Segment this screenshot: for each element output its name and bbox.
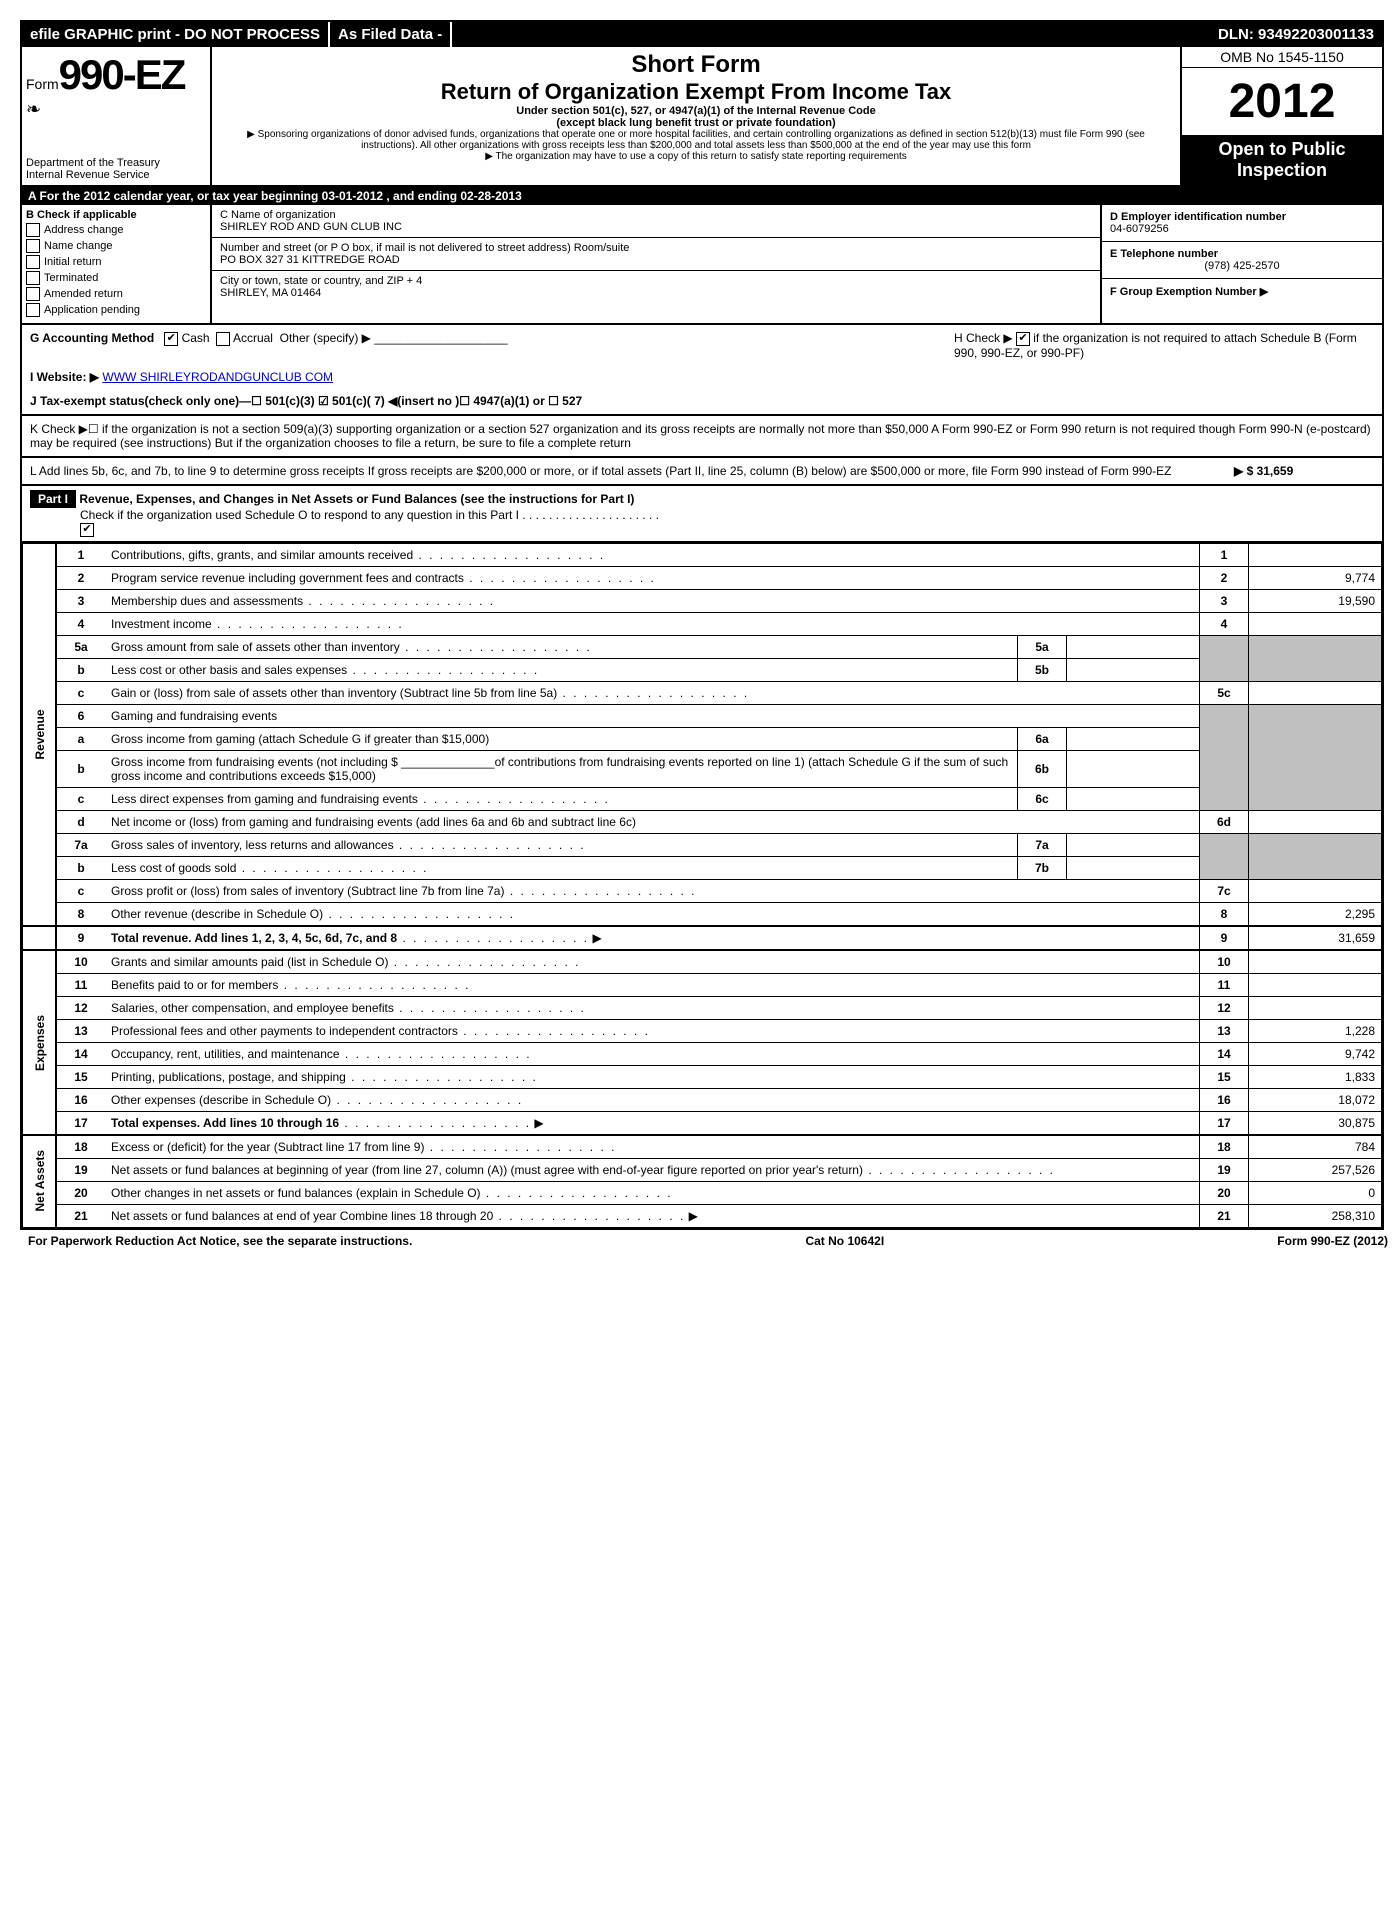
- dln: DLN: 93492203001133: [1210, 22, 1382, 47]
- g-label: G Accounting Method: [30, 331, 154, 345]
- ghij-block: G Accounting Method Cash Accrual Other (…: [22, 325, 1382, 416]
- section-b: B Check if applicable Address change Nam…: [22, 205, 1382, 325]
- city-label: City or town, state or country, and ZIP …: [220, 275, 1092, 287]
- col-def: D Employer identification number 04-6079…: [1102, 205, 1382, 323]
- header-left: Form990-EZ ❧ Department of the Treasury …: [22, 47, 212, 185]
- part1-label: Part I: [30, 490, 76, 508]
- form-page: efile GRAPHIC print - DO NOT PROCESS As …: [20, 20, 1384, 1230]
- header-note2: ▶ The organization may have to use a cop…: [220, 151, 1172, 162]
- cb-accrual[interactable]: [216, 332, 230, 346]
- cb-name-change[interactable]: [26, 239, 40, 253]
- j-line: J Tax-exempt status(check only one)—☐ 50…: [30, 394, 582, 408]
- cb-h[interactable]: [1016, 332, 1030, 346]
- h-text2: if the organization is not required to a…: [954, 331, 1357, 360]
- form-prefix: Form: [26, 76, 59, 92]
- open-public-2: Inspection: [1186, 160, 1378, 181]
- city: SHIRLEY, MA 01464: [220, 287, 1092, 299]
- revenue-label: Revenue: [23, 543, 57, 926]
- part1-check: Check if the organization used Schedule …: [80, 508, 659, 522]
- header-center: Short Form Return of Organization Exempt…: [212, 47, 1180, 185]
- netassets-label: Net Assets: [23, 1135, 57, 1228]
- open-public-1: Open to Public: [1186, 139, 1378, 160]
- omb-number: OMB No 1545-1150: [1182, 47, 1382, 68]
- cb-terminated[interactable]: [26, 271, 40, 285]
- asfiled-label: As Filed Data -: [330, 22, 452, 47]
- h-text1: H Check ▶: [954, 331, 1013, 345]
- expenses-label: Expenses: [23, 950, 57, 1135]
- header: Form990-EZ ❧ Department of the Treasury …: [22, 47, 1382, 187]
- cb-part1[interactable]: [80, 523, 94, 537]
- form-number: 990-EZ: [59, 51, 185, 98]
- cb-cash[interactable]: [164, 332, 178, 346]
- tax-year: 2012: [1182, 68, 1382, 135]
- short-form: Short Form: [220, 51, 1172, 79]
- cb-app-pending[interactable]: [26, 303, 40, 317]
- footer: For Paperwork Reduction Act Notice, see …: [20, 1230, 1396, 1252]
- line-a: A For the 2012 calendar year, or tax yea…: [22, 187, 1382, 205]
- header-note1: ▶ Sponsoring organizations of donor advi…: [220, 129, 1172, 151]
- c-label: C Name of organization: [220, 209, 1092, 221]
- d-label: D Employer identification number: [1110, 211, 1286, 223]
- footer-right: Form 990-EZ (2012): [1277, 1234, 1388, 1248]
- footer-mid: Cat No 10642I: [805, 1234, 884, 1248]
- irs: Internal Revenue Service: [26, 169, 160, 181]
- ein: 04-6079256: [1110, 223, 1374, 235]
- org-name: SHIRLEY ROD AND GUN CLUB INC: [220, 221, 1092, 233]
- e-label: E Telephone number: [1110, 248, 1218, 260]
- phone: (978) 425-2570: [1110, 260, 1374, 272]
- addr-label: Number and street (or P O box, if mail i…: [220, 242, 1092, 254]
- l-text: L Add lines 5b, 6c, and 7b, to line 9 to…: [30, 464, 1234, 478]
- cb-initial-return[interactable]: [26, 255, 40, 269]
- col-c: C Name of organization SHIRLEY ROD AND G…: [212, 205, 1102, 323]
- part1-header: Part I Revenue, Expenses, and Changes in…: [22, 486, 1382, 543]
- dept-treasury: Department of the Treasury: [26, 157, 160, 169]
- part1-title: Revenue, Expenses, and Changes in Net As…: [79, 492, 634, 506]
- subtitle2: (except black lung benefit trust or priv…: [556, 117, 835, 129]
- efile-notice: efile GRAPHIC print - DO NOT PROCESS: [22, 22, 330, 47]
- l-amount: ▶ $ 31,659: [1234, 464, 1374, 478]
- website-link[interactable]: WWW SHIRLEYRODANDGUNCLUB COM: [102, 370, 333, 384]
- footer-left: For Paperwork Reduction Act Notice, see …: [28, 1234, 412, 1248]
- subtitle1: Under section 501(c), 527, or 4947(a)(1)…: [516, 105, 875, 117]
- l-block: L Add lines 5b, 6c, and 7b, to line 9 to…: [22, 458, 1382, 486]
- top-bar: efile GRAPHIC print - DO NOT PROCESS As …: [22, 22, 1382, 47]
- header-right: OMB No 1545-1150 2012 Open to Public Ins…: [1180, 47, 1382, 185]
- lines-table: Revenue 1 Contributions, gifts, grants, …: [22, 543, 1382, 1228]
- i-label: I Website: ▶: [30, 370, 99, 384]
- addr: PO BOX 327 31 KITTREDGE ROAD: [220, 254, 1092, 266]
- f-label: F Group Exemption Number ▶: [1110, 286, 1268, 298]
- col-b: B Check if applicable Address change Nam…: [22, 205, 212, 323]
- k-block: K Check ▶☐ if the organization is not a …: [22, 416, 1382, 458]
- cb-address-change[interactable]: [26, 223, 40, 237]
- cb-amended[interactable]: [26, 287, 40, 301]
- b-header: B Check if applicable: [26, 209, 137, 221]
- return-title: Return of Organization Exempt From Incom…: [220, 79, 1172, 105]
